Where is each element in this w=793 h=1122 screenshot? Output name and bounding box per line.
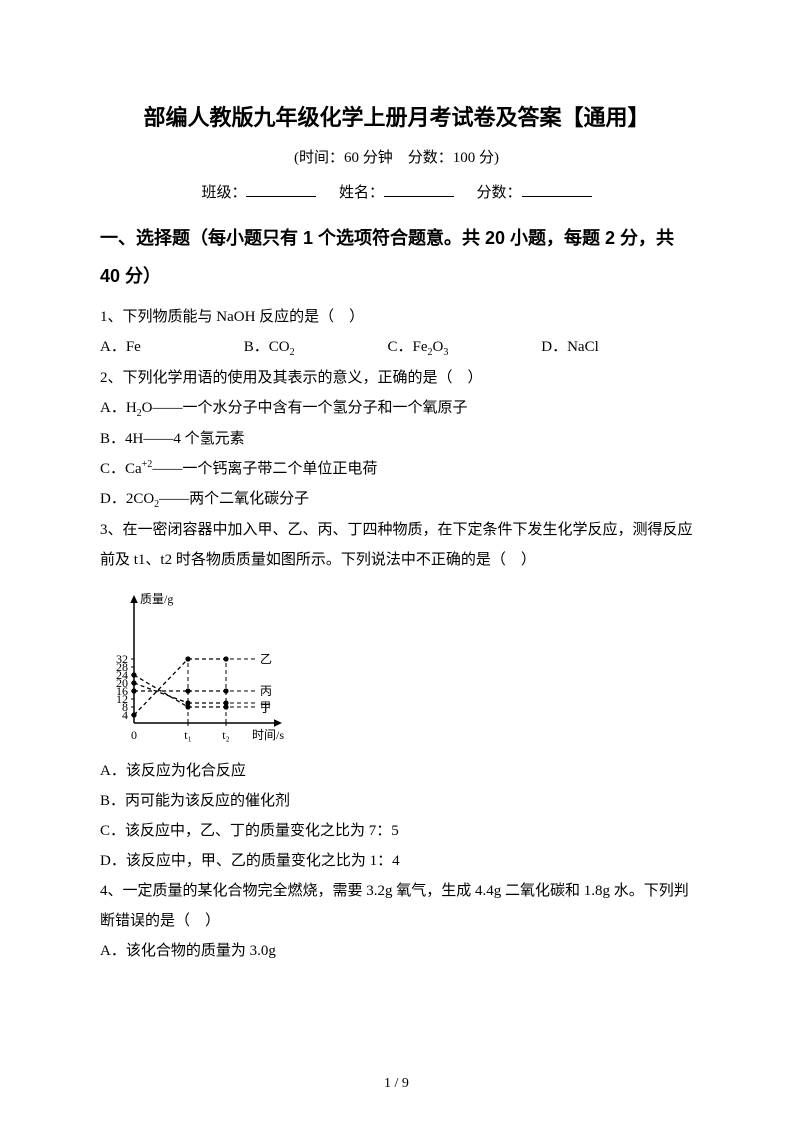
doc-subtitle: (时间：60 分钟 分数：100 分) — [100, 146, 693, 167]
q3-opt-c: C．该反应中，乙、丁的质量变化之比为 7：5 — [100, 816, 693, 846]
q1-opt-a: A．Fe — [100, 332, 240, 362]
fill-row: 班级： 姓名： 分数： — [100, 181, 693, 202]
name-label: 姓名： — [339, 185, 384, 201]
q3-stem: 3、在一密闭容器中加入甲、乙、丙、丁四种物质，在下定条件下发生化学反应，测得反应… — [100, 515, 693, 575]
mass-time-chart: 481216202428320t₁t₂质量/g时间/s乙丙甲丁 — [100, 585, 693, 750]
q1-opt-d: D．NaCl — [541, 332, 599, 362]
page: 部编人教版九年级化学上册月考试卷及答案【通用】 (时间：60 分钟 分数：100… — [0, 0, 793, 1122]
q4-opt-a: A．该化合物的质量为 3.0g — [100, 936, 693, 966]
q2-stem: 2、下列化学用语的使用及其表示的意义，正确的是（ ） — [100, 363, 693, 393]
score-label: 分数： — [477, 185, 522, 201]
svg-text:时间/s: 时间/s — [252, 728, 284, 742]
class-label: 班级： — [201, 185, 246, 201]
svg-text:t₁: t₁ — [184, 728, 192, 742]
section-heading: 一、选择题（每小题只有 1 个选项符合题意。共 20 小题，每题 2 分，共 4… — [100, 220, 693, 296]
q3-opt-a: A．该反应为化合反应 — [100, 756, 693, 786]
doc-title: 部编人教版九年级化学上册月考试卷及答案【通用】 — [100, 100, 693, 132]
q2-opt-d: D．2CO2——两个二氧化碳分子 — [100, 484, 693, 515]
q1-opt-c: C．Fe2O3 — [388, 332, 538, 363]
q2-opt-a: A．H2O——一个水分子中含有一个氢分子和一个氧原子 — [100, 393, 693, 424]
svg-text:丁: 丁 — [260, 703, 271, 715]
score-blank[interactable] — [522, 181, 592, 197]
chart-svg: 481216202428320t₁t₂质量/g时间/s乙丙甲丁 — [100, 585, 290, 745]
q1-opt-b: B．CO2 — [244, 332, 384, 363]
svg-text:质量/g: 质量/g — [140, 592, 173, 606]
name-blank[interactable] — [384, 181, 454, 197]
svg-text:32: 32 — [116, 652, 128, 666]
q3-opt-b: B．丙可能为该反应的催化剂 — [100, 786, 693, 816]
svg-text:0: 0 — [131, 728, 137, 742]
class-blank[interactable] — [246, 181, 316, 197]
q3-opt-d: D．该反应中，甲、乙的质量变化之比为 1：4 — [100, 846, 693, 876]
q2-opt-b: B．4H——4 个氢元素 — [100, 424, 693, 454]
q1-options: A．Fe B．CO2 C．Fe2O3 D．NaCl — [100, 332, 693, 363]
svg-text:丙: 丙 — [260, 684, 272, 698]
q2-opt-c: C．Ca+2——一个钙离子带二个单位正电荷 — [100, 454, 693, 484]
q1-stem: 1、下列物质能与 NaOH 反应的是（ ） — [100, 302, 693, 332]
svg-text:t₂: t₂ — [222, 728, 230, 742]
page-footer: 1 / 9 — [0, 1076, 793, 1092]
q4-stem: 4、一定质量的某化合物完全燃烧，需要 3.2g 氧气，生成 4.4g 二氧化碳和… — [100, 876, 693, 936]
svg-text:乙: 乙 — [260, 652, 272, 666]
